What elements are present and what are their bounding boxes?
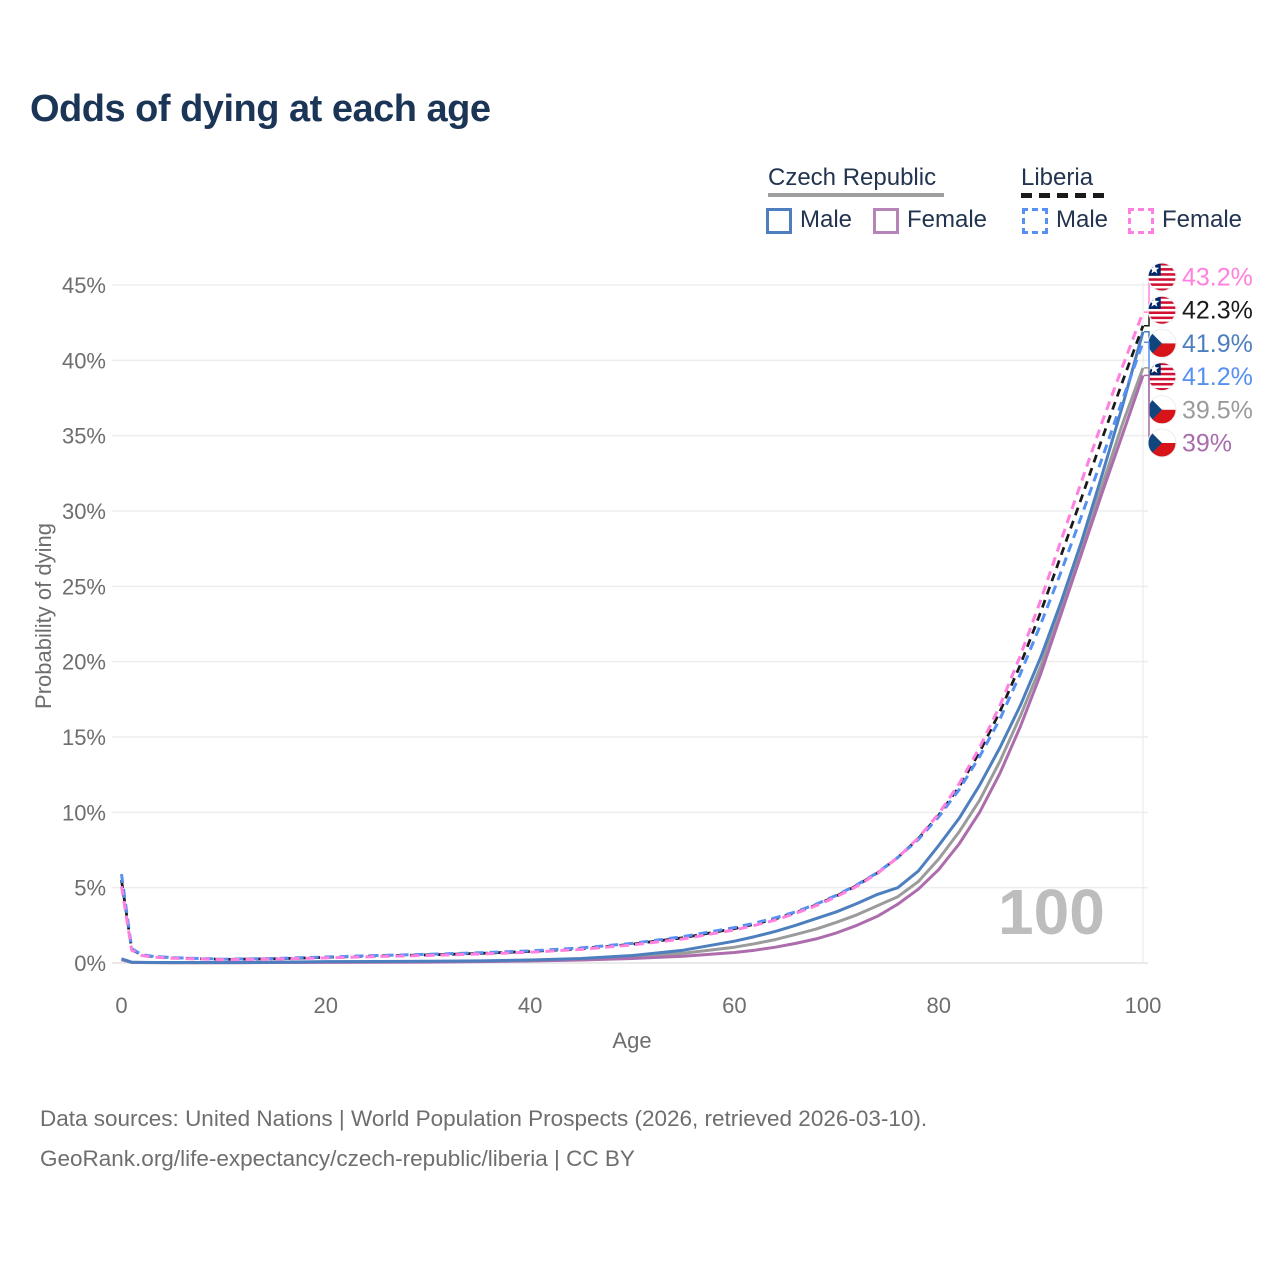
liberia-flag-icon (1147, 362, 1177, 392)
czechia-flag-icon (1147, 328, 1177, 358)
x-axis-title: Age (612, 1028, 652, 1053)
legend-swatch-czech-male[interactable] (766, 208, 792, 234)
y-tick-label: 35% (62, 424, 106, 449)
series-line-czech-male[interactable] (121, 331, 1145, 964)
x-tick-label: 100 (1125, 993, 1162, 1018)
legend-group-liberia[interactable]: Liberia (1021, 164, 1094, 191)
end-label-liberia-female[interactable]: 43.2% (1144, 262, 1253, 313)
series-line-czech-female[interactable] (121, 374, 1145, 965)
legend-label-liberia-male[interactable]: Male (1056, 206, 1109, 233)
age-watermark: 100 (998, 876, 1105, 948)
series-line-liberia-female[interactable] (120, 311, 1145, 962)
end-label-value: 43.2% (1182, 264, 1253, 292)
series-line-liberia-male[interactable] (120, 341, 1145, 961)
end-label-czech-male[interactable]: 41.9% (1144, 328, 1253, 358)
legend-swatch-czech-female[interactable] (873, 208, 899, 234)
legend-label-czech-male[interactable]: Male (800, 206, 853, 233)
end-label-liberia-both[interactable]: 42.3% (1144, 295, 1253, 327)
end-label-value: 41.2% (1182, 363, 1253, 391)
end-label-czech-female[interactable]: 39% (1144, 374, 1232, 458)
end-label-value: 39% (1182, 430, 1232, 458)
y-tick-label: 0% (74, 951, 106, 976)
end-label-value: 39.5% (1182, 396, 1253, 424)
series-line-czech-both[interactable] (121, 367, 1145, 965)
x-tick-label: 80 (926, 993, 950, 1018)
y-tick-label: 15% (62, 725, 106, 750)
end-label-liberia-male[interactable]: 41.2% (1144, 341, 1253, 392)
x-tick-label: 40 (518, 993, 542, 1018)
y-tick-label: 5% (74, 876, 106, 901)
end-label-value: 41.9% (1182, 330, 1253, 358)
legend-group-czech-republic[interactable]: Czech Republic (768, 164, 937, 191)
end-label-czech-both[interactable]: 39.5% (1144, 367, 1253, 425)
legend-label-liberia-female[interactable]: Female (1162, 206, 1243, 233)
series-line-liberia-both[interactable] (120, 325, 1145, 961)
czechia-flag-icon (1147, 428, 1177, 458)
x-tick-label: 20 (314, 993, 338, 1018)
legend-swatch-liberia-female[interactable] (1128, 208, 1154, 234)
legend-label-czech-female[interactable]: Female (907, 206, 988, 233)
x-tick-label: 0 (115, 993, 127, 1018)
end-label-value: 42.3% (1182, 297, 1253, 325)
y-tick-label: 40% (62, 348, 106, 373)
y-axis-title: Probability of dying (31, 523, 56, 709)
x-tick-label: 60 (722, 993, 746, 1018)
attribution-text: GeoRank.org/life-expectancy/czech-republ… (40, 1146, 635, 1171)
legend-underline-czech-solid-line (768, 193, 944, 197)
y-tick-label: 25% (62, 574, 106, 599)
y-tick-label: 20% (62, 650, 106, 675)
czechia-flag-icon (1147, 395, 1177, 425)
page-title: Odds of dying at each age (30, 88, 491, 130)
liberia-flag-icon (1147, 295, 1177, 325)
y-tick-label: 45% (62, 273, 106, 298)
legend-swatch-liberia-male[interactable] (1022, 208, 1048, 234)
liberia-flag-icon (1147, 262, 1177, 292)
y-tick-label: 30% (62, 499, 106, 524)
data-sources-text: Data sources: United Nations | World Pop… (40, 1106, 928, 1131)
legend-underline-liberia-dashed-line (1021, 193, 1105, 198)
y-tick-label: 10% (62, 800, 106, 825)
